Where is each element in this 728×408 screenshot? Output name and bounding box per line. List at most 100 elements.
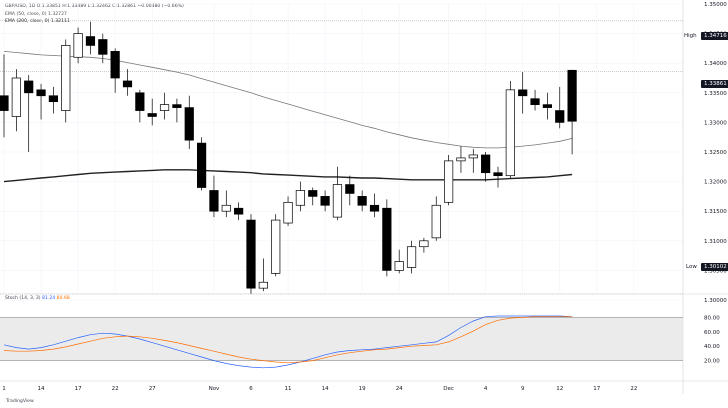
candle-body (505, 89, 515, 177)
candle (419, 237, 429, 253)
candle-body (493, 172, 503, 177)
time-tick-label: Nov (209, 386, 220, 392)
candle-body (0, 95, 9, 111)
stoch-k-line (3, 315, 573, 369)
time-tick-label: 9 (521, 386, 525, 392)
time-tick-label: 19 (359, 386, 366, 392)
candle (518, 72, 528, 114)
symbol-info: GBP/USD, 1D O:1.33851 H:1.33889 L:1.3246… (5, 4, 184, 9)
time-tick-label: 27 (149, 386, 156, 392)
candles (0, 21, 577, 295)
candle (221, 190, 231, 218)
time-tick-label: 17 (75, 386, 82, 392)
candle (11, 69, 21, 132)
candle (283, 196, 293, 226)
candle-body (530, 98, 540, 105)
time-tick-label: 22 (112, 386, 119, 392)
time-tick-label: 17 (593, 386, 600, 392)
candle (197, 137, 207, 191)
candle-body (48, 95, 59, 103)
candle (431, 196, 441, 241)
candle (555, 86, 565, 129)
time-axis: 1 14 17 22 27 Nov 6 11 14 19 24 Dec 4 9 12 17 22 (0, 380, 728, 392)
stoch-tick-label: 40.00 (704, 344, 720, 350)
ema200-line (3, 169, 573, 183)
price-grid (0, 0, 684, 394)
ema50-line (3, 51, 573, 149)
time-tick-label: 6 (249, 386, 253, 392)
candle (456, 146, 466, 173)
candle (246, 214, 256, 295)
candle (184, 95, 194, 150)
candle (172, 98, 182, 123)
candle (36, 83, 46, 120)
price-tick-label: 1.31000 (704, 239, 727, 245)
candle-body (73, 33, 83, 58)
candle (481, 152, 491, 182)
candle-body (295, 190, 305, 206)
candle (295, 181, 305, 212)
candle (73, 27, 83, 64)
price-tick-label: 1.31500 (704, 209, 727, 215)
chart-legend: GBP/USD, 1D O:1.33851 H:1.33889 L:1.3246… (5, 3, 184, 26)
price-axis: 1.350001.345001.340001.335001.330001.325… (704, 2, 727, 304)
stoch-legend: Stoch (14, 3, 3) 81.24 80.68 (5, 296, 70, 301)
time-tick-label: 1 (2, 386, 6, 392)
candle-body (36, 89, 46, 97)
stoch-band (0, 317, 683, 361)
candle (345, 175, 355, 206)
candle (110, 48, 120, 93)
candle-body (382, 207, 392, 271)
time-tick-label: 11 (285, 386, 292, 392)
candle-body (85, 36, 96, 46)
candle (98, 33, 108, 64)
candle (147, 98, 157, 126)
candle-body (444, 160, 454, 203)
candle-body (11, 77, 21, 117)
candle-body (320, 196, 330, 206)
candle-body (258, 281, 268, 289)
candle (505, 80, 515, 179)
price-tick-label: 1.30500 (704, 268, 727, 274)
candle (258, 258, 268, 292)
stoch-d-value: 80.68 (56, 296, 70, 301)
price-tick-label: 1.32500 (704, 150, 727, 156)
candle (382, 199, 392, 277)
candle-body (308, 190, 318, 197)
stoch-name: Stoch (14, 3, 3) (5, 296, 41, 301)
candle-body (184, 107, 194, 141)
candle-body (468, 154, 478, 159)
candle (332, 166, 343, 221)
candle (85, 21, 96, 55)
candle (542, 92, 553, 120)
candle-body (283, 201, 293, 224)
time-tick-label: Dec (443, 386, 454, 392)
candle (135, 89, 145, 123)
candle-body (369, 204, 380, 212)
candle (444, 154, 454, 206)
ema200-legend: EMA (200, close, 0) 1.32111 (5, 19, 70, 25)
candle-body (431, 204, 441, 239)
low-label: Low (686, 264, 697, 270)
price-tick-label: 1.32000 (704, 180, 727, 186)
stoch-k-value: 81.24 (42, 296, 56, 301)
price-tick-label: 1.30000 (704, 298, 727, 304)
high-label: High (684, 33, 697, 39)
candle-body (98, 39, 108, 55)
price-tick-label: 1.33000 (704, 120, 727, 126)
candle-body (221, 204, 231, 212)
candle-body (197, 142, 207, 188)
candle-body (357, 196, 367, 206)
candle-body (518, 89, 528, 97)
candle (209, 175, 219, 218)
time-tick-label: 4 (484, 386, 488, 392)
time-tick-label: 12 (556, 386, 563, 392)
time-tick-label: 14 (38, 386, 45, 392)
stoch-tick-label: 20.00 (704, 359, 720, 365)
candle-body (61, 45, 71, 111)
candle (308, 187, 318, 206)
stoch-d-line (3, 316, 573, 364)
candle (122, 69, 133, 96)
ema-lines (3, 51, 573, 183)
